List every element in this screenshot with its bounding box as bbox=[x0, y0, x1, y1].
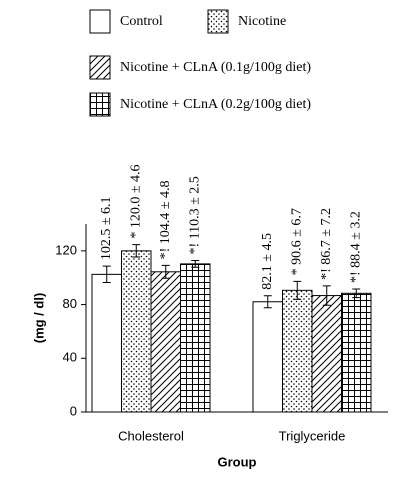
legend-label: Control bbox=[120, 14, 163, 29]
bar bbox=[150, 271, 181, 413]
value-label: 82.1 ± 4.5 bbox=[260, 233, 275, 290]
x-axis-label: Group bbox=[218, 454, 257, 469]
legend-label: Nicotine bbox=[238, 14, 286, 29]
bar bbox=[282, 289, 313, 413]
error-bar bbox=[263, 295, 272, 309]
y-axis-label: (mg / dl) bbox=[31, 293, 46, 344]
error-bar bbox=[293, 280, 302, 300]
y-tick-label: 120 bbox=[55, 242, 77, 257]
value-label: *! 104.4 ± 4.8 bbox=[158, 181, 173, 260]
y-tick-label: 40 bbox=[63, 350, 77, 365]
value-label: * 120.0 ± 4.6 bbox=[128, 164, 143, 238]
bar bbox=[311, 295, 342, 413]
bar bbox=[121, 250, 152, 413]
legend-swatch bbox=[89, 9, 111, 34]
legend-label: Nicotine + CLnA (0.1g/100g diet) bbox=[120, 60, 311, 75]
bar bbox=[341, 292, 372, 413]
error-bar bbox=[352, 288, 361, 299]
error-bar bbox=[102, 265, 111, 284]
value-label: *! 88.4 ± 3.2 bbox=[348, 211, 363, 283]
x-tick-label: Triglyceride bbox=[279, 428, 346, 443]
bar bbox=[180, 263, 211, 413]
legend-swatch bbox=[89, 92, 111, 117]
value-label: 102.5 ± 6.1 bbox=[99, 196, 114, 260]
y-tick-label: 0 bbox=[70, 403, 77, 418]
error-bar bbox=[132, 244, 141, 258]
legend-swatch bbox=[89, 55, 111, 80]
error-bar bbox=[191, 260, 200, 268]
legend-swatch bbox=[207, 9, 229, 34]
legend-label: Nicotine + CLnA (0.2g/100g diet) bbox=[120, 97, 311, 112]
x-tick-label: Cholesterol bbox=[118, 428, 184, 443]
value-label: * 90.6 ± 6.7 bbox=[289, 208, 304, 275]
value-label: *! 110.3 ± 2.5 bbox=[187, 176, 202, 254]
bar bbox=[252, 301, 283, 413]
y-tick-label: 80 bbox=[63, 296, 77, 311]
bar bbox=[91, 273, 122, 413]
error-bar bbox=[161, 264, 170, 279]
value-label: *! 86.7 ± 7.2 bbox=[319, 208, 334, 280]
error-bar bbox=[322, 285, 331, 306]
